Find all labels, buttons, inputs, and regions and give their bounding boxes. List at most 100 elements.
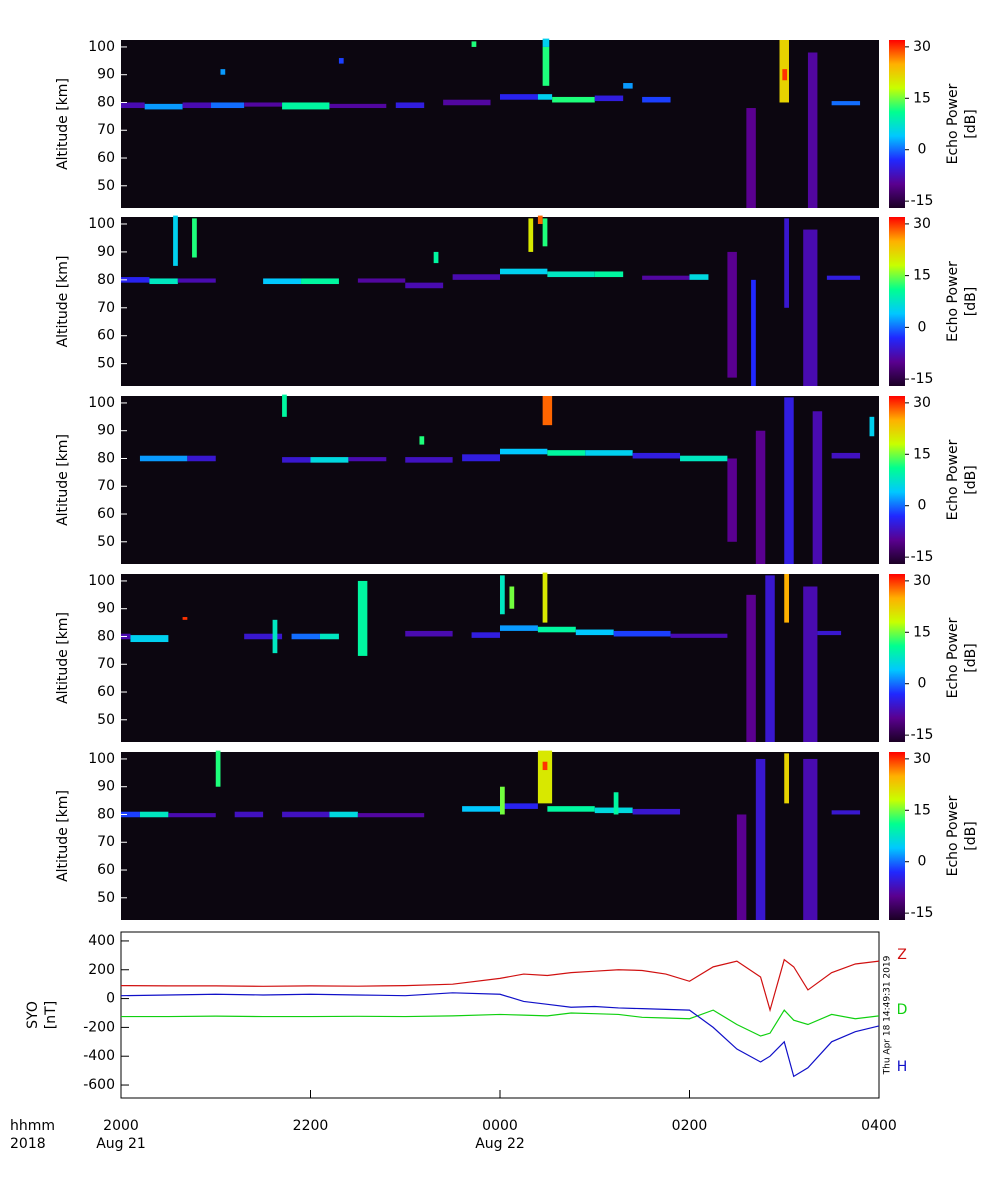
echo-cell	[642, 96, 671, 103]
y-tick-label: 60	[97, 150, 115, 166]
echo-cell	[594, 95, 624, 102]
y-tick-label: 60	[97, 684, 115, 700]
echo-cell	[632, 452, 681, 459]
echo-cell	[500, 94, 538, 100]
echo-cell	[751, 279, 756, 386]
timestamp: Thu Apr 18 14:49:31 2019	[883, 955, 893, 1075]
y-axis-label: Altitude [km]	[55, 790, 71, 882]
colorbar-tick-label: 15	[913, 446, 931, 462]
echo-cell	[433, 251, 439, 264]
colorbar	[889, 396, 905, 564]
colorbar-label: Echo Power	[945, 439, 961, 520]
echo-cell	[736, 814, 747, 920]
colorbar-tick-label: 0	[918, 319, 927, 335]
colorbar	[889, 574, 905, 742]
echo-cell	[173, 215, 178, 266]
legend-label: H	[897, 1059, 908, 1075]
colorbar-label: Echo Power	[945, 795, 961, 876]
echo-cell	[187, 455, 216, 462]
echo-cell	[500, 786, 505, 815]
echo-cell	[812, 411, 823, 564]
echo-cell	[348, 457, 387, 462]
y-tick-label: 90	[97, 423, 115, 439]
echo-cell	[542, 218, 548, 247]
echo-cell	[594, 271, 624, 278]
colorbar-label: Echo Power	[945, 261, 961, 342]
y-tick-label: 90	[97, 244, 115, 260]
echo-cell	[471, 632, 500, 638]
echo-cell	[244, 102, 283, 107]
series-line	[120, 958, 880, 1013]
echo-cell	[547, 450, 586, 456]
y-axis-label: Altitude [km]	[55, 612, 71, 704]
echo-cell	[542, 38, 550, 47]
echo-cell	[405, 457, 453, 463]
echo-cell	[784, 753, 789, 804]
echo-cell	[282, 394, 287, 417]
colorbar	[889, 217, 905, 386]
y-tick-label: 100	[88, 751, 115, 767]
echo-cell	[500, 268, 548, 275]
colorbar	[889, 752, 905, 920]
echo-cell	[405, 630, 453, 637]
y-tick-label: 70	[97, 300, 115, 316]
y-tick-label: 100	[88, 39, 115, 55]
colorbar-label: Echo Power	[945, 83, 961, 164]
y-tick-label: 100	[88, 573, 115, 589]
echo-cell	[537, 626, 576, 633]
echo-cell	[234, 811, 264, 818]
echo-cell	[585, 450, 633, 456]
echo-cell	[144, 103, 183, 110]
echo-cell	[537, 94, 553, 100]
echo-cell	[869, 416, 875, 437]
y-tick-label: 50	[97, 356, 115, 372]
echo-cell	[130, 635, 169, 643]
x-axis-label: hhmm	[10, 1118, 55, 1134]
echo-cell	[613, 792, 619, 815]
echo-cell	[168, 813, 216, 818]
echo-cell	[139, 455, 188, 462]
echo-cell	[831, 810, 861, 815]
y-tick-label: 200	[88, 962, 115, 978]
y-tick-label: -400	[83, 1048, 115, 1064]
colorbar-tick-label: -15	[911, 905, 934, 921]
echo-cell	[784, 218, 789, 308]
echo-cell	[817, 630, 842, 636]
echo-cell	[542, 396, 553, 426]
echo-cell	[244, 633, 283, 640]
y-tick-label: 70	[97, 122, 115, 138]
y-tick-label: 80	[97, 272, 115, 288]
echo-cell	[542, 572, 548, 623]
echo-cell	[528, 218, 534, 252]
echo-cell	[192, 218, 197, 258]
echo-cell	[263, 278, 302, 285]
series-line	[121, 1009, 880, 1037]
echo-cell	[139, 811, 169, 818]
echo-cell	[803, 586, 818, 742]
plot-background	[121, 217, 879, 386]
echo-cell	[831, 452, 861, 459]
echo-cell	[443, 99, 491, 106]
echo-cell	[282, 457, 311, 463]
y-tick-label: 90	[97, 67, 115, 83]
echo-cell	[177, 278, 216, 283]
echo-cell	[338, 58, 344, 64]
echo-cell	[755, 758, 766, 920]
y-tick-label: 400	[88, 933, 115, 949]
colorbar-tick-label: 0	[918, 142, 927, 158]
colorbar-label: [dB]	[963, 109, 979, 138]
echo-cell	[623, 83, 633, 89]
echo-cell	[220, 69, 226, 75]
y-tick-label: 70	[97, 834, 115, 850]
y-tick-label: 50	[97, 534, 115, 550]
colorbar-tick-label: 0	[918, 676, 927, 692]
y-tick-label: -600	[83, 1077, 115, 1093]
x-axis-label: 2018	[10, 1136, 46, 1152]
echo-cell	[301, 278, 339, 285]
echo-cell	[642, 275, 690, 280]
echo-cell	[784, 574, 789, 623]
plot-background	[121, 40, 879, 208]
echo-cell	[509, 586, 515, 609]
echo-cell	[542, 761, 548, 771]
y-axis-label: SYO	[25, 1001, 41, 1029]
